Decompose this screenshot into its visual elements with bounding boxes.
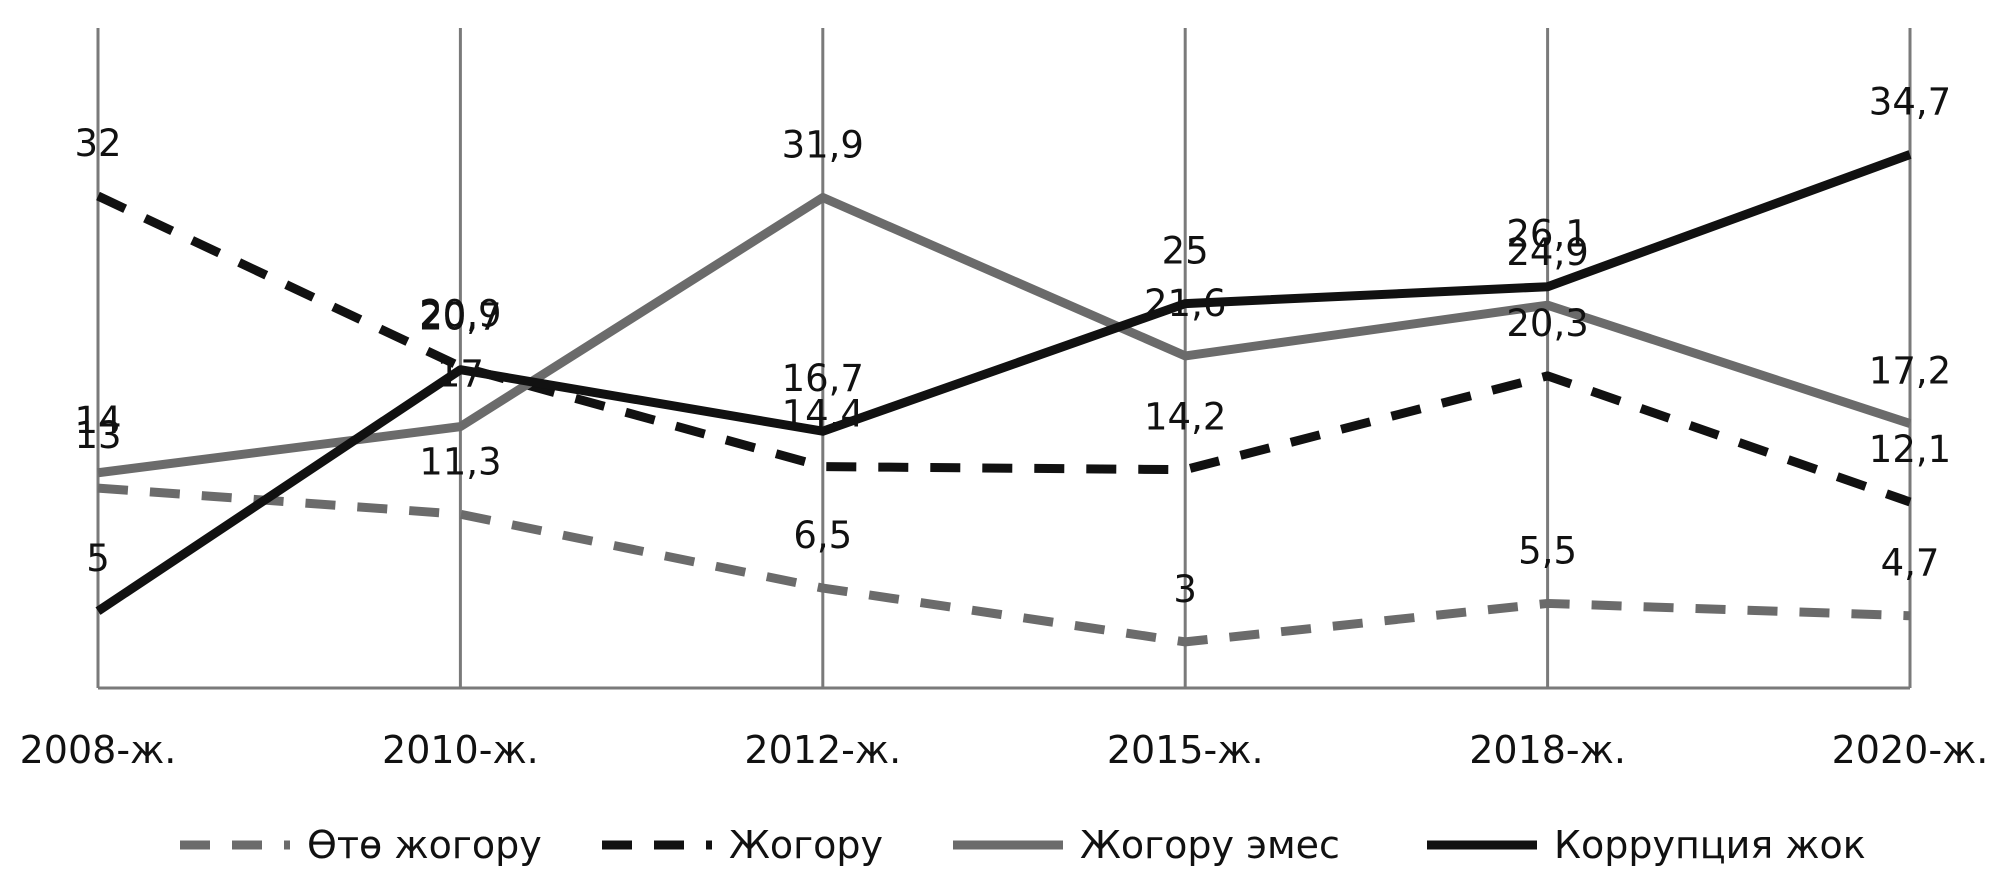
data-label-s3-3: 25 <box>1162 230 1209 273</box>
data-label-s2-0: 14 <box>74 399 121 442</box>
gridlines <box>96 28 1912 690</box>
data-label-s0-2: 6,5 <box>793 514 852 557</box>
data-label-s1-2: 14,4 <box>782 393 864 436</box>
data-labels: 13 11,3 6,5 3 5,5 4,7 32 20,9 14,4 14,2 20,3 12,1 14… <box>74 80 1951 610</box>
data-label-s2-4: 24,9 <box>1506 231 1588 274</box>
data-label-s1-3: 14,2 <box>1144 396 1226 439</box>
series-line-0 <box>97 483 1911 647</box>
data-label-s3-0: 5 <box>86 537 110 580</box>
legend-label-3: Коррупция жок <box>1554 823 1866 867</box>
data-label-s2-5: 17,2 <box>1869 350 1951 393</box>
data-label-s3-4: 26,1 <box>1506 213 1588 256</box>
x-tick-label-4: 2018-ж. <box>1469 728 1626 772</box>
x-tick-label-0: 2008-ж. <box>20 728 177 772</box>
series-line-2 <box>97 193 1912 478</box>
data-label-s2-3: 21,6 <box>1144 282 1226 325</box>
series-line-3 <box>95 150 1912 615</box>
x-tick-label-3: 2015-ж. <box>1107 728 1264 772</box>
series-lines <box>95 150 1912 647</box>
data-label-s1-4: 20,3 <box>1506 302 1588 345</box>
legend-label-1: Жогору <box>729 823 883 867</box>
legend: Өтө жогору Жогору Жогору эмес Коррупция жок <box>180 823 1866 867</box>
data-label-s3-5: 34,7 <box>1869 80 1951 123</box>
data-label-s0-4: 5,5 <box>1518 529 1577 572</box>
data-label-s3-1: 20,7 <box>419 296 501 339</box>
data-label-s1-0: 32 <box>74 122 121 165</box>
data-label-s0-1: 11,3 <box>419 440 501 483</box>
data-label-s2-1: 17 <box>437 353 484 396</box>
data-label-s2-2: 31,9 <box>782 124 864 167</box>
x-tick-label-5: 2020-ж. <box>1832 728 1989 772</box>
data-label-s3-2: 16,7 <box>782 357 864 400</box>
data-label-s0-3: 3 <box>1173 568 1197 611</box>
x-tick-label-2: 2012-ж. <box>744 728 901 772</box>
x-tick-label-1: 2010-ж. <box>382 728 539 772</box>
legend-label-2: Жогору эмес <box>1080 823 1340 867</box>
data-label-s0-5: 4,7 <box>1881 542 1940 585</box>
legend-label-0: Өтө жогору <box>307 823 542 867</box>
data-label-s1-1: 20,9 <box>419 293 501 336</box>
data-label-s0-0: 13 <box>74 414 121 457</box>
data-label-s1-5: 12,1 <box>1869 428 1951 471</box>
series-line-1 <box>96 191 1912 507</box>
x-axis-ticks: 2008-ж. 2010-ж. 2012-ж. 2015-ж. 2018-ж. 2020-… <box>20 728 1989 772</box>
